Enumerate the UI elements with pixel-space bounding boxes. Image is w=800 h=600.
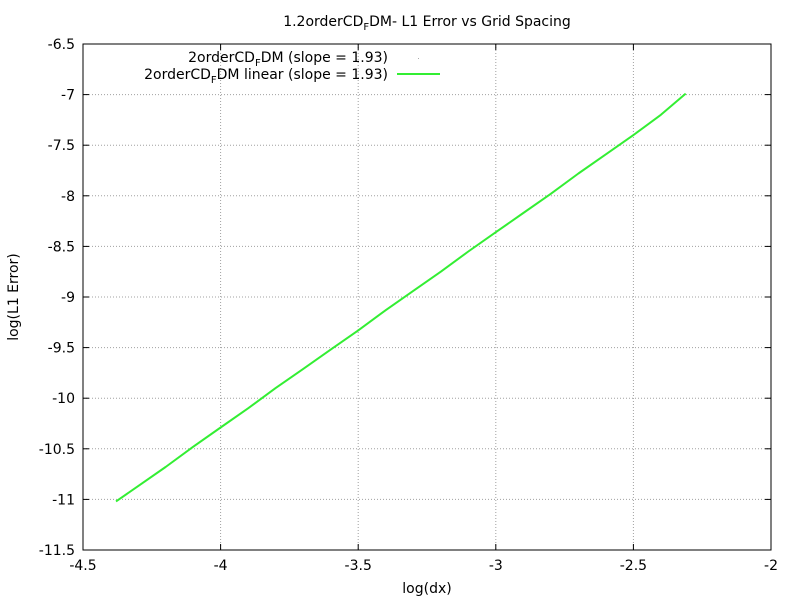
y-tick-label: -7.5 [48, 138, 75, 154]
y-tick-label: -11.5 [39, 543, 75, 559]
x-tick-label: -4 [214, 558, 228, 574]
legend-label-points: 2orderCDFDM (slope = 1.93) [188, 50, 388, 69]
y-axis-label: log(L1 Error) [6, 253, 22, 341]
series-line-linear [115, 92, 687, 503]
x-tick-label: -3 [489, 558, 503, 574]
chart-title: 1.2orderCDFDM- L1 Error vs Grid Spacing [283, 14, 571, 33]
y-tick-label: -9 [61, 290, 75, 306]
grid [83, 44, 771, 550]
y-tick-label: -9.5 [48, 341, 75, 357]
y-tick-label: -8 [61, 189, 75, 205]
ticks: -4.5 -4 -3.5 -3 -2.5 -2 -11.5 -11 -10.5 -10 -9.5 -9… [39, 37, 778, 574]
x-tick-label: -4.5 [69, 558, 96, 574]
legend: 2orderCDFDM (slope = 1.93) 2orderCDFDM l… [144, 50, 440, 86]
y-tick-label: -7 [61, 88, 75, 104]
series-layer [115, 92, 687, 503]
y-tick-label: -10 [52, 391, 75, 407]
x-axis-label: log(dx) [402, 581, 451, 597]
y-tick-label: -6.5 [48, 37, 75, 53]
x-tick-label: -2.5 [620, 558, 647, 574]
plot-border [82, 43, 772, 551]
legend-marker-points [418, 58, 419, 59]
y-tick-label: -10.5 [39, 442, 75, 458]
legend-label-linear: 2orderCDFDM linear (slope = 1.93) [144, 67, 388, 86]
y-tick-label: -11 [52, 492, 75, 508]
x-tick-label: -3.5 [345, 558, 372, 574]
y-tick-label: -8.5 [48, 239, 75, 255]
x-tick-label: -2 [764, 558, 778, 574]
